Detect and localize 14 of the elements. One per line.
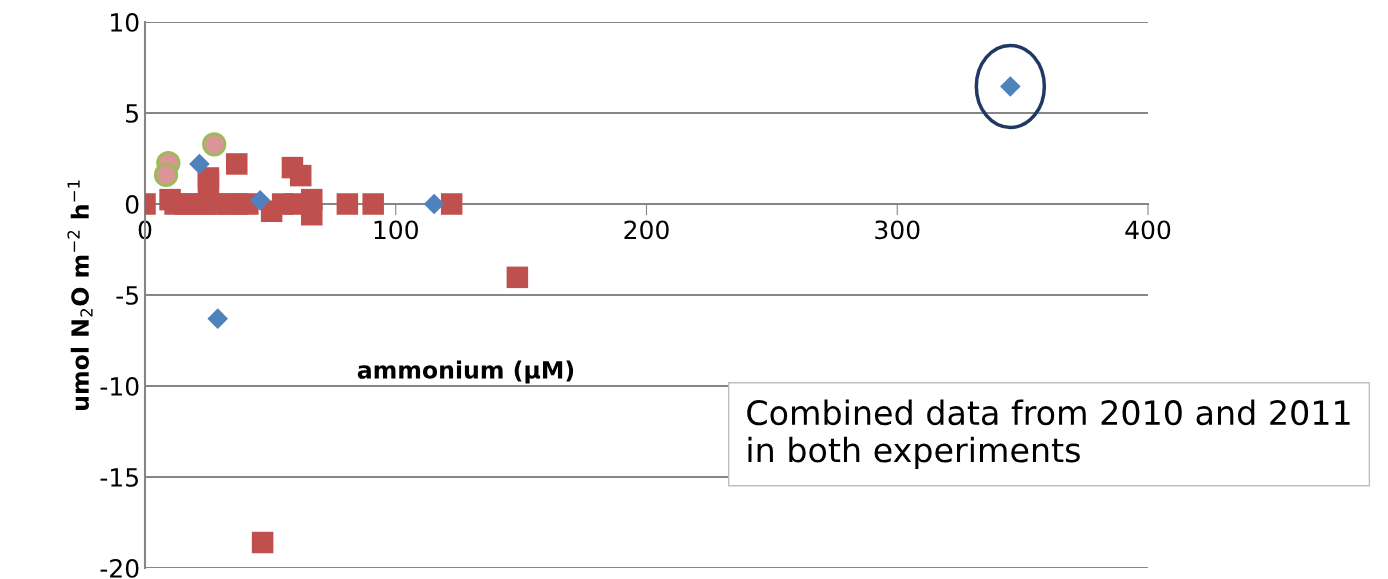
y-tick-label: 10 [111,12,139,32]
annotation: Combined data from 2010 and 2011 in both experiments [747,399,1350,470]
x-tick-label: 100 [374,220,418,240]
y-tick-label: -20 [100,558,139,578]
y-axis-title: umol N$_{2}$O m$^{−2}$ h$^{−1}$ [67,180,93,410]
x-tick-label: 200 [624,220,669,240]
y-tick-label: 0 [125,194,139,214]
y-tick-label: 5 [126,104,138,123]
x-tick-label: 300 [875,220,920,240]
y-tick-label: -15 [100,468,138,487]
x-tick-label: 400 [1125,220,1171,240]
y-tick-label: -5 [116,286,138,305]
x-axis-title: ammonium (μM) [357,360,574,384]
y-tick-label: -10 [100,376,139,396]
